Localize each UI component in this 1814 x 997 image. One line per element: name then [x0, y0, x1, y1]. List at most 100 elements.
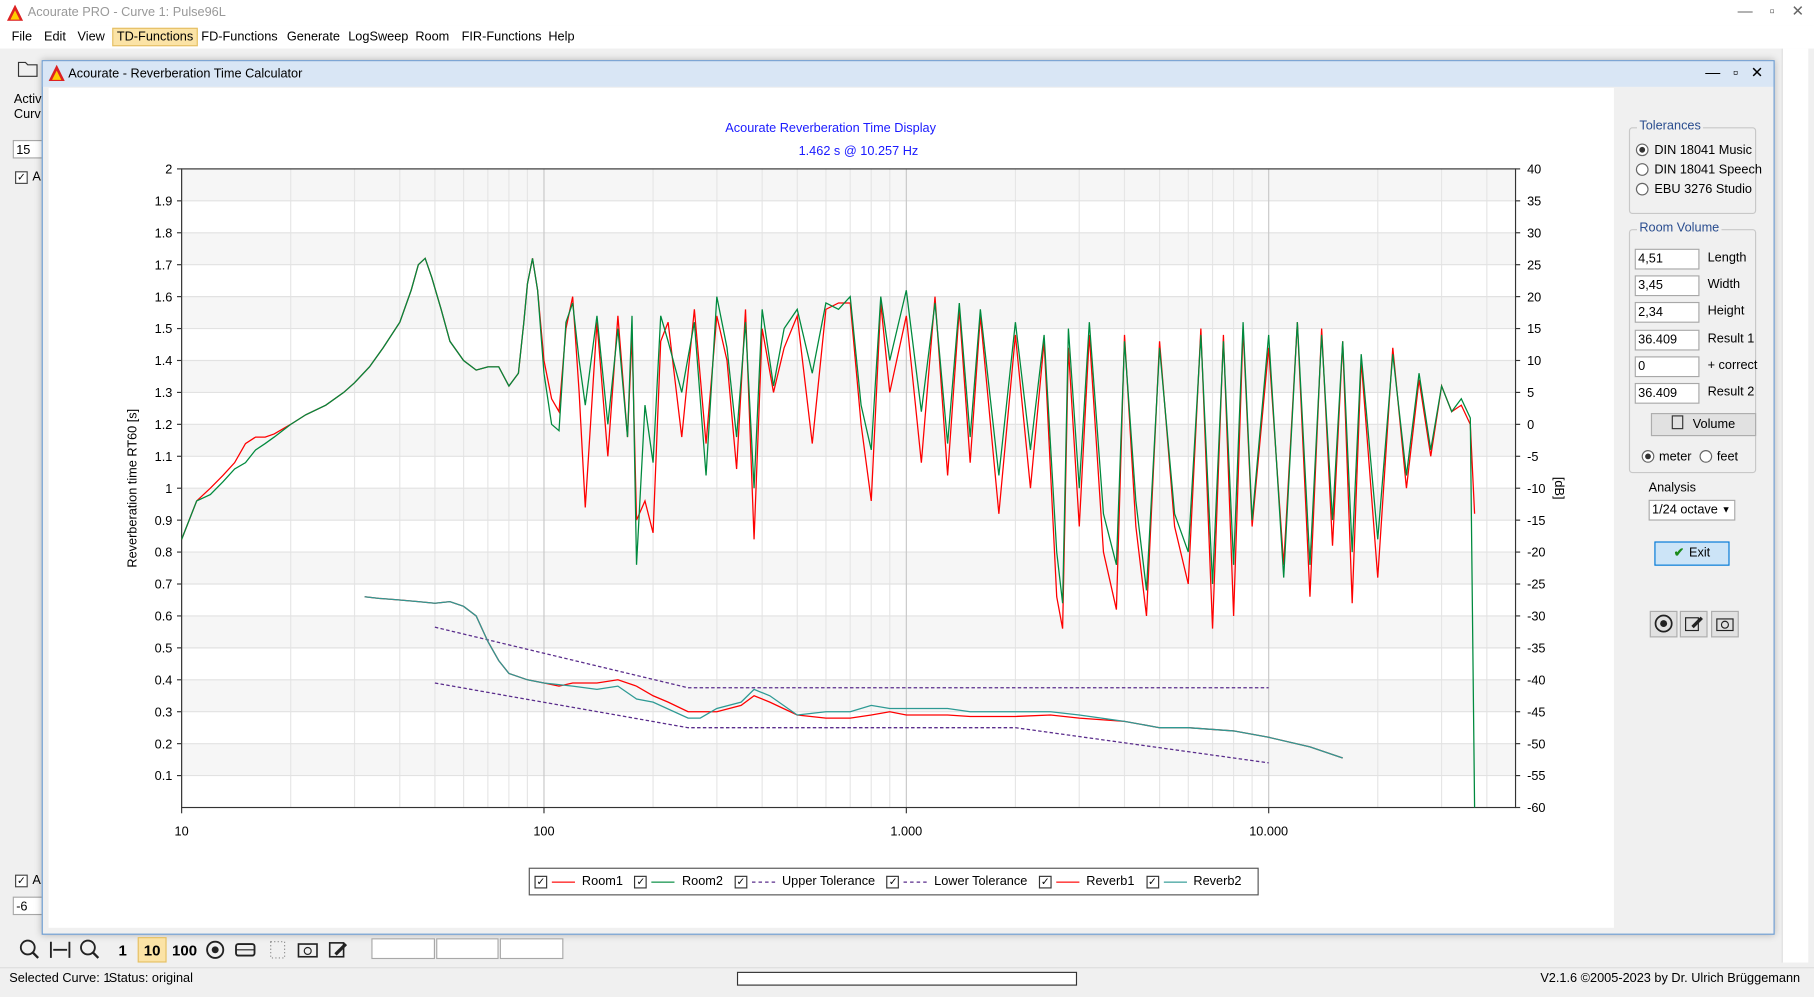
open-button[interactable]: [16, 58, 41, 79]
dialog-title-bar: [42, 61, 1774, 87]
bottom-toolbar-icons[interactable]: [16, 937, 352, 962]
y-tick-label: 0.4: [155, 672, 173, 687]
field-label: Height: [1707, 304, 1745, 319]
x-tick-label: 100: [533, 823, 554, 838]
radio[interactable]: [1635, 163, 1649, 176]
radio[interactable]: [1641, 450, 1655, 463]
input[interactable]: [499, 938, 564, 960]
y2-tick-label: 15: [1527, 321, 1541, 336]
version: V2.1.6 ©2005-2023 by Dr. Ulrich Brüggema…: [1540, 971, 1801, 986]
legend-item[interactable]: ✓ Lower Tolerance: [886, 875, 1027, 888]
y2-tick-label: -60: [1527, 800, 1545, 815]
grid-band: [181, 552, 1516, 585]
toolbar-button[interactable]: 10: [137, 937, 167, 963]
tolerances-group: Tolerances: [1628, 119, 1757, 215]
radio-label[interactable]: meter: [1658, 450, 1692, 464]
input[interactable]: [371, 938, 435, 960]
checkbox[interactable]: ✓: [15, 874, 28, 888]
radio-label[interactable]: EBU 3276 Studio: [1654, 182, 1752, 197]
y-tick-label: 1.5: [155, 321, 173, 336]
y2-tick-label: 5: [1527, 385, 1534, 400]
target-button[interactable]: [1649, 610, 1678, 638]
radio[interactable]: [1635, 182, 1649, 196]
menu-item[interactable]: LogSweep: [348, 30, 409, 44]
series-line: [364, 596, 1343, 759]
grid-band: [181, 743, 1516, 776]
menu-item[interactable]: Generate: [286, 30, 340, 44]
y2-tick-label: -35: [1527, 640, 1545, 655]
y-tick-label: 0.7: [155, 577, 173, 592]
menu-item[interactable]: Help: [548, 30, 575, 44]
input[interactable]: 36.409: [1634, 382, 1700, 404]
menu-item[interactable]: FIR-Functions: [461, 30, 542, 44]
legend-checkbox[interactable]: ✓: [1145, 875, 1159, 888]
input[interactable]: 0: [1634, 356, 1700, 378]
camera-button[interactable]: [1711, 610, 1739, 638]
volume-button[interactable]: Volume: [1650, 413, 1757, 437]
legend-item[interactable]: ✓ Reverb2: [1145, 875, 1241, 888]
legend-item[interactable]: ✓ Room2: [634, 875, 723, 888]
status-bar: [0, 967, 1814, 997]
label: A: [32, 170, 41, 184]
edit-button[interactable]: [1679, 610, 1708, 638]
input[interactable]: 3,45: [1634, 275, 1700, 297]
radio[interactable]: [1635, 143, 1649, 157]
scrollbar[interactable]: [1781, 48, 1809, 963]
field-label: Result 1: [1707, 332, 1755, 346]
y2-tick-label: -30: [1527, 609, 1545, 624]
dialog-controls[interactable]: — ▫ ✕: [1705, 63, 1764, 81]
x-tick-label: 10: [175, 823, 189, 838]
toolbar-button[interactable]: 1: [118, 941, 127, 960]
progress-bar: [736, 971, 1078, 986]
legend-checkbox[interactable]: ✓: [634, 875, 648, 888]
toolbar-button[interactable]: 100: [171, 941, 198, 960]
legend-checkbox[interactable]: ✓: [534, 875, 548, 888]
legend-checkbox[interactable]: ✓: [734, 875, 748, 888]
y-tick-label: 2: [165, 162, 172, 177]
y2-axis-label: [dB]: [1552, 477, 1567, 500]
grid-band: [181, 360, 1516, 393]
select-value: 1/24 octave: [1652, 503, 1718, 518]
menu-item[interactable]: File: [11, 30, 33, 44]
y2-tick-label: -55: [1527, 768, 1545, 783]
radio-label[interactable]: DIN 18041 Speech: [1654, 163, 1762, 178]
window-controls[interactable]: — ▫ ✕: [1737, 2, 1805, 20]
radio-label[interactable]: feet: [1716, 450, 1739, 464]
legend-item[interactable]: ✓ Upper Tolerance: [734, 874, 876, 889]
y2-tick-label: -45: [1527, 704, 1545, 719]
legend-checkbox[interactable]: ✓: [886, 875, 900, 888]
checkbox[interactable]: ✓: [15, 171, 28, 184]
menu-item[interactable]: TD-Functions: [112, 27, 198, 47]
y-tick-label: 1.3: [155, 385, 173, 400]
legend: ✓ Room1 ✓ Room2 ✓ Upper Tolerance ✓ Lower Toler…: [528, 867, 1259, 896]
grid-band: [181, 296, 1516, 329]
grid-band: [181, 424, 1516, 457]
grid-band: [181, 615, 1516, 648]
input[interactable]: 4,51: [1634, 248, 1700, 270]
input[interactable]: 36.409: [1634, 329, 1700, 351]
input[interactable]: 15: [12, 139, 43, 159]
legend-item[interactable]: ✓ Reverb1: [1038, 875, 1134, 888]
y-tick-label: 0.5: [155, 640, 173, 655]
y2-tick-label: -20: [1527, 545, 1545, 560]
legend-item[interactable]: ✓ Room1: [534, 875, 623, 888]
legend-checkbox[interactable]: ✓: [1038, 875, 1052, 888]
select[interactable]: 1/24 octave ▼: [1648, 499, 1736, 521]
input[interactable]: 2,34: [1634, 301, 1700, 323]
radio-label[interactable]: DIN 18041 Music: [1654, 143, 1752, 158]
menu-item[interactable]: FD-Functions: [201, 30, 278, 44]
input[interactable]: -6: [12, 896, 43, 916]
legend-label: Upper Tolerance: [781, 874, 876, 889]
menu-item[interactable]: View: [77, 30, 105, 44]
y-axis-label: Reverberation time RT60 [s]: [125, 409, 140, 568]
x-tick-label: 10.000: [1249, 823, 1288, 838]
grid-band: [181, 168, 1516, 201]
field-label: + correct: [1707, 358, 1758, 373]
menu-item[interactable]: Edit: [43, 30, 66, 44]
y2-tick-label: 0: [1527, 417, 1534, 432]
input[interactable]: [436, 938, 499, 960]
menu-item[interactable]: Room: [415, 30, 450, 44]
radio[interactable]: [1699, 450, 1713, 463]
exit-button[interactable]: ✔ Exit: [1654, 541, 1730, 566]
field-label: Length: [1707, 251, 1747, 265]
